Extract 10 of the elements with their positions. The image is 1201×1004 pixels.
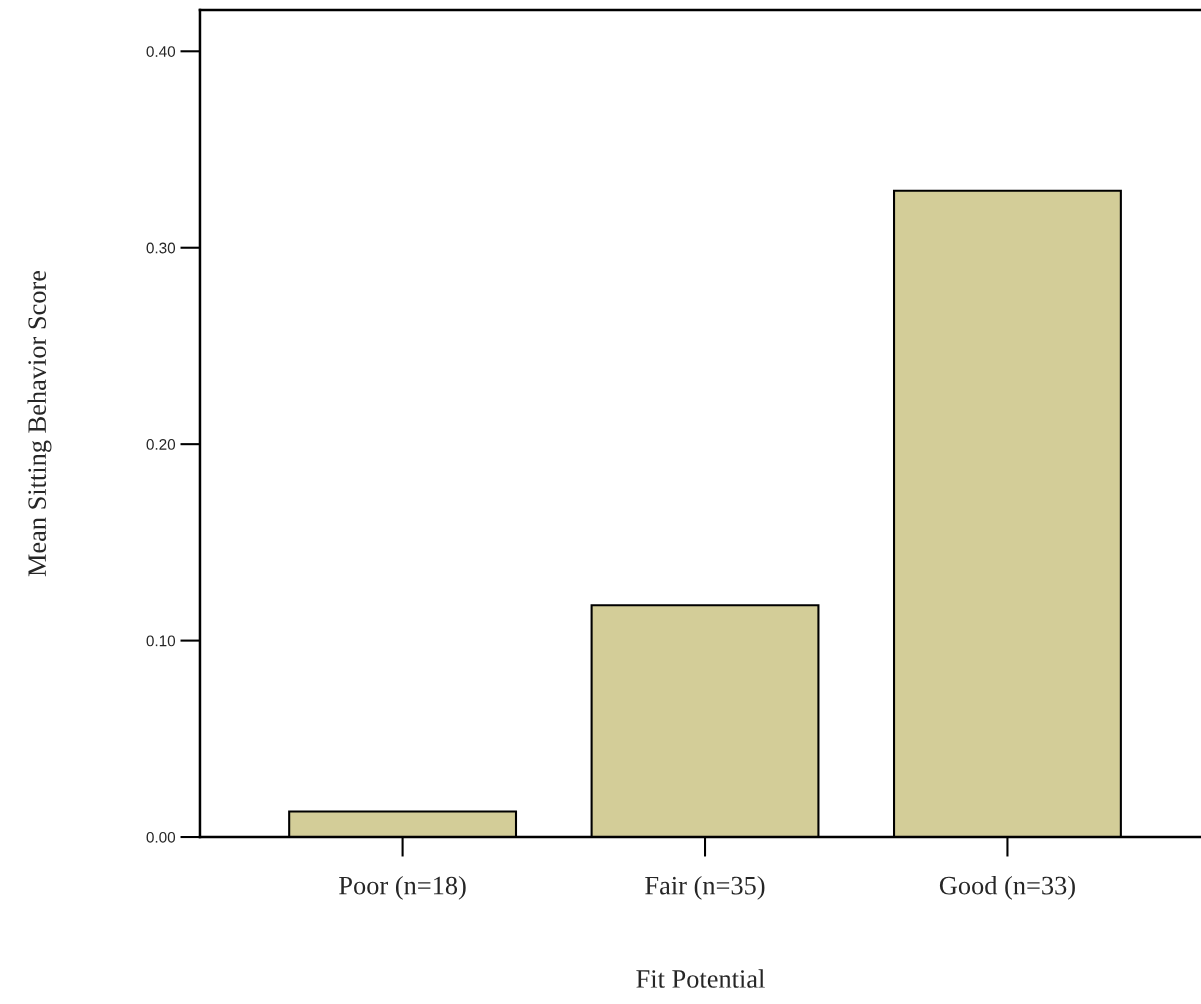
- y-tick-label: 0.30: [146, 242, 176, 254]
- x-tick-label: Poor (n=18): [339, 875, 466, 900]
- y-tick-label: 0.10: [146, 635, 176, 647]
- x-tick-label: Fair (n=35): [645, 875, 765, 900]
- y-tick-label: 0.00: [146, 831, 176, 843]
- y-tick-label: 0.40: [146, 46, 176, 57]
- y-tick-label: 0.20: [146, 439, 176, 450]
- x-tick-label: Good (n=33): [939, 875, 1075, 900]
- x-axis-title: Fit Potential: [636, 969, 765, 988]
- y-axis-title: Mean Sitting Behavior Score: [27, 270, 52, 577]
